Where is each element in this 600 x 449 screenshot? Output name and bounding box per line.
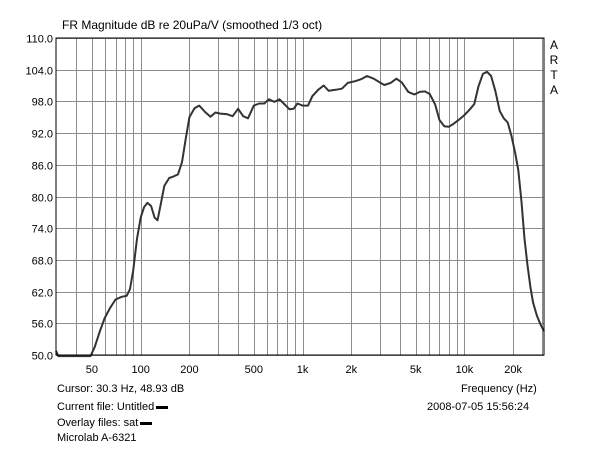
x-tick-label: 5k	[410, 364, 422, 376]
series-layer	[55, 70, 545, 358]
plot-frame	[55, 37, 545, 356]
y-tick-label: 86.0	[32, 161, 53, 173]
x-tick-label: 100	[131, 364, 149, 376]
grid-lines	[56, 38, 544, 356]
y-tick-label: 56.0	[32, 319, 53, 331]
y-tick-label: 50.0	[32, 351, 53, 363]
arta-letter: R	[549, 53, 559, 67]
arta-letter: A	[549, 83, 558, 97]
arta-letter: A	[549, 38, 558, 52]
overlay-files-label: Overlay files: sat	[57, 417, 153, 430]
arta-letter: T	[550, 68, 558, 82]
y-tick-label: 62.0	[32, 288, 53, 300]
y-tick-label: 104.0	[25, 66, 53, 78]
overlay-line-swatch	[140, 421, 153, 425]
chart-title: FR Magnitude dB re 20uPa/V (smoothed 1/3…	[62, 18, 323, 32]
y-tick-label: 80.0	[32, 193, 53, 205]
y-axis-tick-labels: 110.0 104.0 98.0 92.0 86.0 80.0 74.0 68.0 62.0 56…	[25, 34, 53, 363]
current-file-label: Current file: Untitled	[57, 401, 169, 414]
x-tick-label: 500	[245, 364, 263, 376]
x-tick-label: 2k	[345, 364, 357, 376]
y-tick-label: 92.0	[32, 129, 53, 141]
overlay-files-text: Overlay files: sat	[57, 417, 139, 429]
frequency-response-line	[55, 70, 545, 358]
cursor-readout: Cursor: 30.3 Hz, 48.93 dB	[57, 383, 185, 395]
x-axis-label: Frequency (Hz)	[461, 383, 537, 395]
x-tick-label: 20k	[504, 364, 522, 376]
x-tick-label: 200	[180, 364, 198, 376]
arta-logo: A R T A	[548, 38, 560, 98]
current-file-text: Current file: Untitled	[57, 401, 155, 413]
x-tick-label: 1k	[297, 364, 309, 376]
current-file-line-swatch	[156, 405, 169, 409]
y-tick-label: 98.0	[32, 97, 53, 109]
device-name: Microlab A-6321	[57, 432, 137, 444]
timestamp: 2008-07-05 15:56:24	[427, 401, 530, 413]
x-axis-tick-labels: 50 100 200 500 1k 2k 5k 10k 20k	[86, 364, 523, 376]
x-tick-label: 10k	[456, 364, 474, 376]
y-tick-label: 68.0	[32, 256, 53, 268]
x-tick-label: 50	[86, 364, 98, 376]
y-tick-label: 74.0	[32, 224, 53, 236]
y-tick-label: 110.0	[26, 34, 53, 46]
